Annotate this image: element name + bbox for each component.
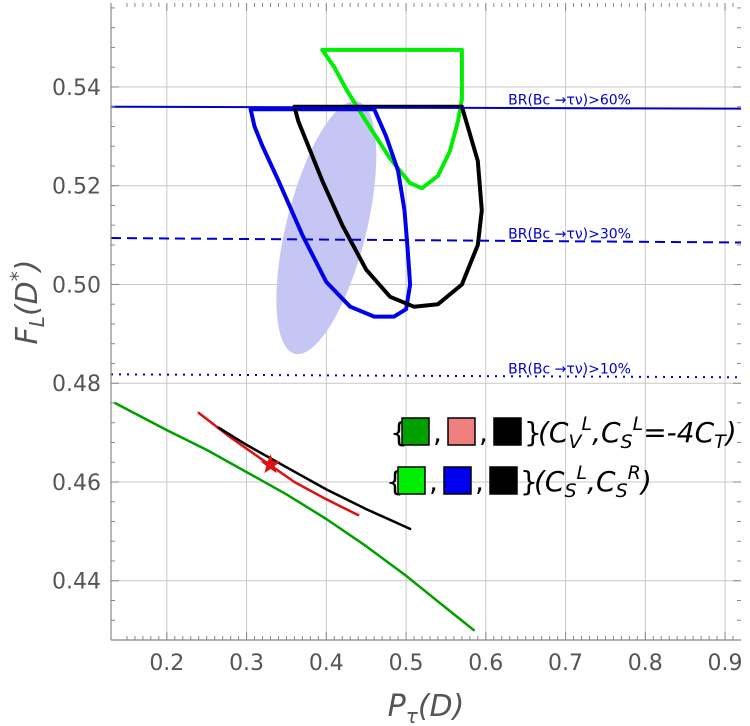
series-0 — [113, 401, 476, 632]
legend-comma-0-0: , — [433, 416, 442, 449]
x-tick-label-7: 0.9 — [708, 651, 743, 676]
grid-lines — [111, 3, 741, 640]
x-tick-label-5: 0.7 — [548, 651, 583, 676]
y-tick-label-3: 0.50 — [52, 273, 101, 298]
legend: {,,}(CVL,CSL=-4CT){,,}(CSL,CSR) — [386, 413, 737, 502]
x-tick-label-1: 0.3 — [229, 651, 264, 676]
bound-label-0: BR(Bc →τν)>60% — [508, 93, 631, 109]
bound-line-0 — [111, 105, 741, 110]
shaded-region-layer — [276, 101, 377, 355]
x-tick-label-0: 0.2 — [149, 651, 184, 676]
legend-swatch-1-1 — [443, 466, 472, 495]
series-layer — [113, 47, 484, 632]
legend-brace-close-0: } — [524, 416, 542, 449]
axis-ticks — [111, 3, 741, 641]
x-axis-title: Pτ(D) — [388, 689, 465, 726]
bounds-layer: BR(Bc →τν)>60% BR(Bc →τν)>30% BR(Bc →τν)>1… — [111, 93, 741, 379]
legend-swatch-1-2 — [489, 466, 518, 495]
plot-frame — [110, 3, 741, 641]
legend-comma-1-0: , — [429, 465, 438, 498]
x-tick-label-3: 0.5 — [389, 651, 424, 676]
y-tick-label-2: 0.48 — [52, 372, 101, 397]
legend-swatch-0-0 — [401, 417, 430, 446]
series-4 — [248, 107, 413, 319]
legend-comma-0-1: , — [479, 416, 488, 449]
legend-comma-1-1: , — [475, 465, 484, 498]
legend-label-0: (CVL,CSL=-4CT) — [538, 413, 737, 453]
x-tick-label-6: 0.8 — [628, 651, 663, 676]
bound-line-2 — [111, 373, 741, 379]
shaded-region — [276, 101, 377, 355]
y-tick-label-0: 0.44 — [52, 570, 101, 595]
series-2 — [217, 426, 412, 531]
legend-swatch-0-2 — [493, 417, 522, 446]
series-3 — [320, 47, 464, 191]
x-tick-label-4: 0.6 — [468, 651, 503, 676]
series-1 — [197, 411, 360, 517]
star-marker — [260, 454, 281, 474]
bound-label-2: BR(Bc →τν)>10% — [508, 361, 631, 377]
x-axis-title-sub: τ — [406, 704, 419, 726]
legend-label-1: (CSL,CSR) — [534, 462, 652, 502]
legend-swatch-0-1 — [447, 417, 476, 446]
legend-brace-close-1: } — [520, 465, 538, 498]
y-tick-label-4: 0.52 — [52, 175, 101, 200]
bound-line-1 — [111, 237, 741, 244]
y-axis-title: FL(D*) — [6, 260, 49, 345]
series-5 — [292, 104, 484, 309]
x-tick-label-2: 0.4 — [309, 651, 344, 676]
tick-labels: 0.2 0.3 0.4 0.5 0.6 0.7 0.8 0.9 0.44 0.46 0.48 0.50… — [52, 76, 743, 676]
y-tick-label-5: 0.54 — [52, 76, 101, 101]
legend-swatch-1-0 — [397, 466, 426, 495]
bound-label-1: BR(Bc →τν)>30% — [508, 226, 631, 242]
y-tick-label-1: 0.46 — [52, 471, 101, 496]
